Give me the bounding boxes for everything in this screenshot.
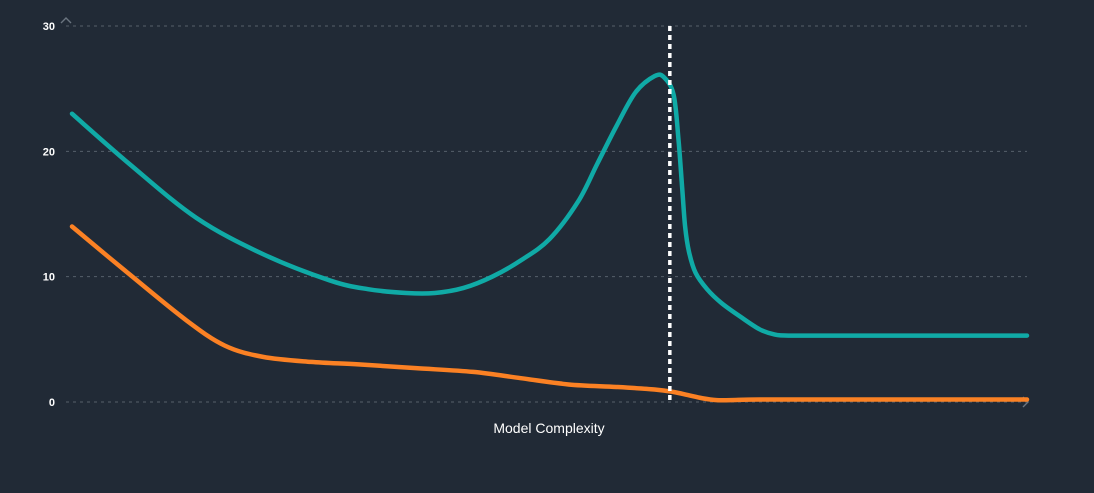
x-axis-title: Model Complexity [493,420,604,436]
y-tick-label: 20 [43,146,55,158]
grid [66,25,1027,403]
y-tick-label: 10 [43,272,55,284]
y-axis-arrow-icon [60,17,72,24]
series-line-2 [69,224,1030,403]
series-line-1 [69,72,1030,338]
y-tick-labels: 0 10 20 30 [43,21,55,409]
y-tick-label: 30 [43,21,55,33]
series [69,72,1030,403]
y-tick-label: 0 [49,397,55,409]
